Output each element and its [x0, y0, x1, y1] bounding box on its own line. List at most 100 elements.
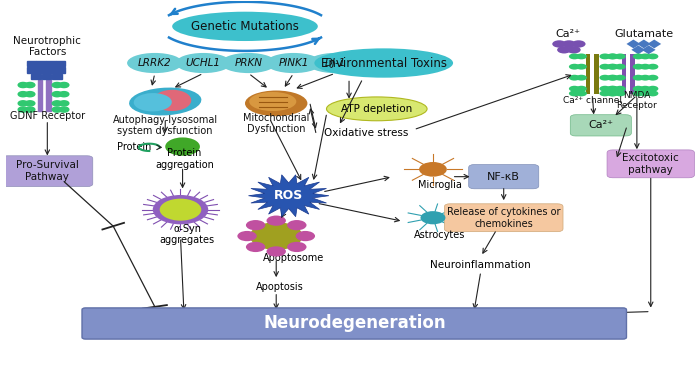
Circle shape [287, 242, 307, 252]
Circle shape [615, 91, 626, 96]
Polygon shape [637, 39, 651, 48]
Ellipse shape [266, 53, 321, 73]
Circle shape [599, 75, 610, 81]
Circle shape [576, 86, 587, 92]
Circle shape [246, 242, 265, 252]
Circle shape [59, 107, 69, 112]
Circle shape [160, 199, 202, 221]
Polygon shape [626, 39, 640, 48]
Text: ATP depletion: ATP depletion [341, 104, 412, 114]
Circle shape [640, 75, 651, 81]
Bar [42, 74, 52, 79]
Polygon shape [631, 45, 645, 54]
Circle shape [567, 46, 581, 53]
Text: Environmental Toxins: Environmental Toxins [321, 57, 447, 70]
Circle shape [648, 91, 659, 96]
Bar [622, 54, 626, 94]
Text: PRKN: PRKN [234, 58, 262, 68]
Circle shape [419, 162, 447, 177]
Text: Pro-Survival
Pathway: Pro-Survival Pathway [16, 160, 79, 182]
Bar [38, 79, 43, 111]
Circle shape [557, 46, 571, 53]
Text: Neurotrophic
Factors: Neurotrophic Factors [13, 36, 81, 57]
Ellipse shape [176, 53, 231, 73]
Bar [36, 67, 46, 72]
Bar [32, 74, 41, 79]
Text: PINK1: PINK1 [279, 58, 309, 68]
Circle shape [267, 246, 286, 256]
FancyBboxPatch shape [444, 204, 563, 232]
Ellipse shape [172, 12, 318, 41]
Circle shape [287, 220, 307, 230]
Text: UCHL1: UCHL1 [186, 58, 221, 68]
Circle shape [52, 101, 62, 106]
Circle shape [421, 211, 445, 224]
Bar [55, 61, 65, 66]
Circle shape [25, 101, 35, 106]
Ellipse shape [153, 90, 191, 111]
Circle shape [633, 53, 644, 59]
Bar [46, 67, 55, 72]
Bar [630, 54, 635, 94]
Circle shape [246, 220, 265, 230]
Text: Astrocytes: Astrocytes [414, 230, 466, 240]
Circle shape [633, 91, 644, 96]
Circle shape [599, 64, 610, 70]
Circle shape [633, 86, 644, 92]
Bar [594, 54, 598, 94]
Ellipse shape [307, 53, 363, 73]
Circle shape [25, 82, 35, 88]
Circle shape [552, 40, 566, 47]
Circle shape [569, 86, 580, 92]
Circle shape [576, 91, 587, 96]
Circle shape [267, 216, 286, 226]
Circle shape [569, 75, 580, 81]
Circle shape [599, 53, 610, 59]
Text: GDNF Receptor: GDNF Receptor [10, 111, 85, 121]
Text: Genetic Mutations: Genetic Mutations [191, 20, 299, 33]
Circle shape [640, 53, 651, 59]
Circle shape [615, 53, 626, 59]
Ellipse shape [220, 53, 276, 73]
Circle shape [59, 92, 69, 97]
Circle shape [640, 86, 651, 92]
Circle shape [606, 53, 617, 59]
FancyBboxPatch shape [469, 164, 539, 189]
Text: α-Syn
aggregates: α-Syn aggregates [160, 224, 215, 245]
Ellipse shape [249, 92, 296, 111]
Circle shape [648, 53, 659, 59]
Text: Protein: Protein [117, 142, 151, 152]
Circle shape [576, 53, 587, 59]
Circle shape [52, 82, 62, 88]
Circle shape [25, 107, 35, 112]
Text: Glutamate: Glutamate [615, 29, 673, 39]
Ellipse shape [314, 48, 453, 78]
Circle shape [633, 64, 644, 70]
Text: Ca²⁺: Ca²⁺ [555, 29, 580, 39]
FancyBboxPatch shape [82, 308, 626, 339]
Circle shape [608, 75, 619, 81]
FancyBboxPatch shape [570, 115, 631, 136]
Circle shape [237, 231, 257, 241]
Bar [52, 74, 62, 79]
FancyBboxPatch shape [2, 156, 93, 187]
Bar [46, 79, 51, 111]
Text: NF-κB: NF-κB [487, 171, 520, 182]
Text: ROS: ROS [274, 189, 303, 202]
Circle shape [648, 75, 659, 81]
Circle shape [165, 137, 200, 156]
Circle shape [562, 40, 576, 47]
Circle shape [615, 75, 626, 81]
Bar [27, 61, 36, 66]
Ellipse shape [127, 53, 183, 73]
Circle shape [18, 101, 28, 106]
Circle shape [615, 64, 626, 70]
Circle shape [52, 92, 62, 97]
Polygon shape [648, 39, 661, 48]
Circle shape [576, 64, 587, 70]
Circle shape [18, 92, 28, 97]
Circle shape [608, 91, 619, 96]
Circle shape [250, 222, 302, 250]
Circle shape [18, 82, 28, 88]
Circle shape [640, 64, 651, 70]
